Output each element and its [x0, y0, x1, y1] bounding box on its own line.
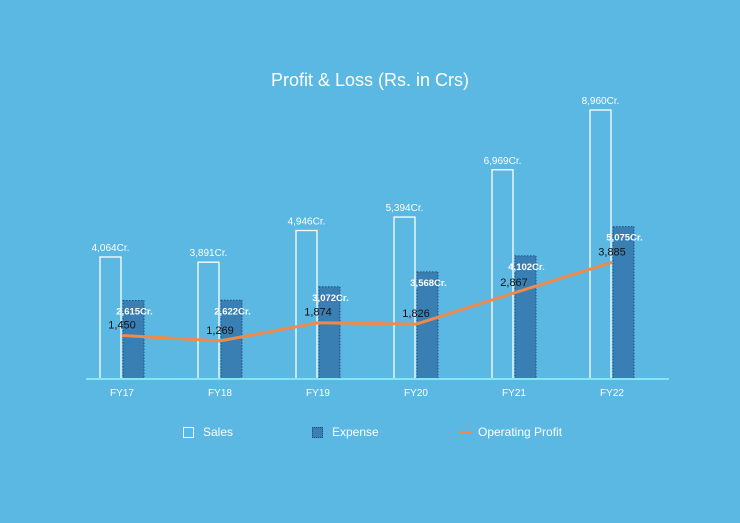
expense-bar-fy17 — [122, 299, 145, 380]
profit-value-label: 2,867 — [500, 277, 528, 289]
chart-title: Profit & Loss (Rs. in Crs) — [270, 70, 470, 90]
sales-value-label: 6,969Cr. — [484, 156, 522, 167]
operating-profit-swatch — [459, 430, 472, 434]
expense-swatch — [312, 426, 323, 438]
sales-value-label: 8,960Cr. — [582, 96, 620, 107]
legend-label-sales: Sales — [203, 425, 234, 439]
operating-profit-series — [121, 260, 613, 343]
expense-value-label: 2,615Cr. — [116, 306, 152, 317]
sales-value-label: 3,891Cr. — [190, 248, 228, 259]
x-tick-label: FY19 — [306, 388, 330, 399]
profit-value-label: 1,269 — [206, 325, 234, 337]
sales-bar-fy17 — [99, 256, 122, 380]
profit-value-label: 1,874 — [304, 307, 332, 319]
sales-bar-fy21 — [491, 169, 514, 380]
sales-value-label: 4,064Cr. — [92, 243, 130, 254]
x-tick-label: FY21 — [502, 388, 526, 399]
x-tick-label: FY20 — [404, 388, 428, 399]
legend-label-expense: Expense — [332, 425, 379, 439]
sales-swatch — [183, 426, 194, 438]
profit-value-label: 1,826 — [402, 308, 430, 320]
operating-profit-line — [121, 260, 613, 343]
expense-value-label: 4,102Cr. — [508, 262, 544, 273]
sales-value-label: 4,946Cr. — [288, 217, 326, 228]
x-tick-label: FY22 — [600, 388, 624, 399]
legend-label-operating-profit: Operating Profit — [478, 425, 563, 439]
sales-bar-fy19 — [295, 229, 318, 380]
expense-value-label: 3,072Cr. — [312, 293, 348, 304]
sales-bar-fy22 — [589, 109, 612, 380]
profit-value-label: 3,885 — [598, 246, 626, 258]
expense-bar-fy21 — [514, 255, 537, 380]
expense-value-label: 2,622Cr. — [214, 306, 250, 317]
legend-item-sales: Sales — [183, 424, 233, 440]
legend-item-operating-profit: Operating Profit — [459, 424, 562, 440]
expense-value-label: 5,075Cr. — [606, 233, 642, 244]
sales-bar-fy18 — [197, 261, 220, 380]
sales-value-label: 5,394Cr. — [386, 203, 424, 214]
legend-item-expense: Expense — [312, 424, 379, 440]
expense-value-label: 3,568Cr. — [410, 278, 446, 289]
x-tick-label: FY18 — [208, 388, 232, 399]
x-tick-label: FY17 — [110, 388, 134, 399]
sales-bar-fy20 — [393, 216, 416, 380]
data-labels: 4,064Cr. 2,615Cr. 1,450 3,891Cr. 2,622Cr. 1,2… — [92, 96, 643, 337]
x-tick-labels: FY17 FY18 FY19 FY20 FY21 FY22 — [110, 388, 624, 399]
profit-value-label: 1,450 — [108, 319, 136, 331]
